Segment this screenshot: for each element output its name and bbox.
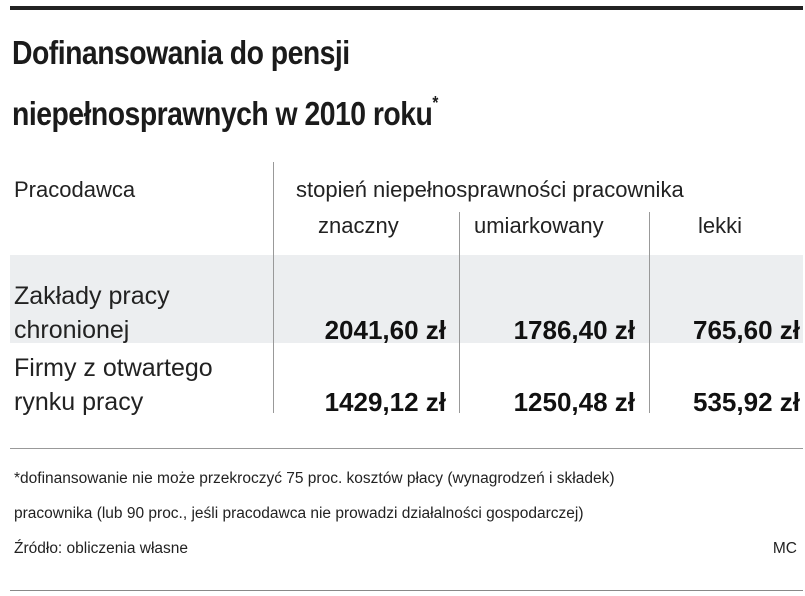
- title-footnote-marker: *: [432, 93, 438, 113]
- column-divider-1: [273, 162, 274, 413]
- row-label-line: Firmy z otwartego: [14, 354, 213, 382]
- footnote-divider: [10, 448, 803, 449]
- footnote-line-1: *dofinansowanie nie może przekroczyć 75 …: [14, 470, 615, 487]
- value-cell: 535,92 zł: [693, 387, 800, 417]
- row-label-line: rynku pracy: [14, 388, 144, 416]
- column-divider-2: [459, 212, 460, 413]
- page-title: Dofinansowania do pensji niepełnosprawny…: [12, 28, 683, 139]
- column-header-znaczny: znaczny: [318, 213, 399, 238]
- row-label-line: chronionej: [14, 316, 130, 344]
- title-line-2-text: niepełnosprawnych w 2010 roku: [12, 95, 433, 132]
- value-cell: 1429,12 zł: [324, 387, 446, 417]
- source-note: Źródło: obliczenia własne: [14, 540, 189, 557]
- top-rule: [10, 6, 803, 10]
- author-initials: MC: [772, 540, 797, 557]
- row-label-firmy: Firmy z otwartego rynku pracy: [14, 351, 213, 419]
- value-cell: 765,60 zł: [693, 315, 800, 345]
- title-line-2: niepełnosprawnych w 2010 roku*: [12, 78, 683, 139]
- row-highlight-band: [10, 255, 803, 343]
- value-cell: 1786,40 zł: [513, 315, 635, 345]
- column-header-lekki: lekki: [698, 213, 743, 238]
- row-label-line: Zakłady pracy: [14, 282, 170, 310]
- value-cell: 2041,60 zł: [324, 315, 446, 345]
- title-line-1: Dofinansowania do pensji: [12, 34, 350, 71]
- value-cell: 1250,48 zł: [513, 387, 635, 417]
- bottom-rule: [10, 590, 803, 591]
- employer-header: Pracodawca: [14, 177, 136, 202]
- column-header-umiarkowany: umiarkowany: [474, 213, 604, 238]
- row-label-zaklady: Zakłady pracy chronionej: [14, 279, 170, 347]
- footnote-line-2: pracownika (lub 90 proc., jeśli pracodaw…: [14, 505, 584, 522]
- column-divider-3: [649, 212, 650, 413]
- disability-group-header: stopień niepełnosprawności pracownika: [296, 177, 684, 202]
